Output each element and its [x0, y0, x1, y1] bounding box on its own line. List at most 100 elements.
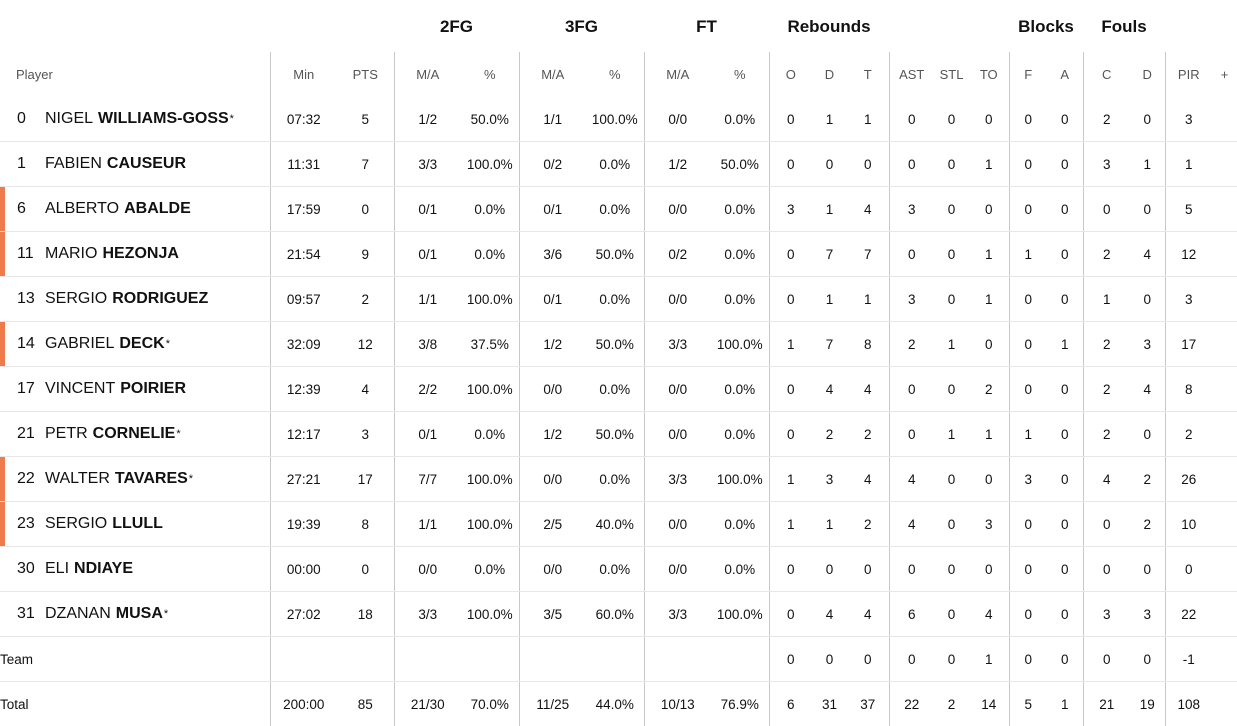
- stat-reb-o: 1: [769, 502, 812, 547]
- col-header-to[interactable]: TO: [969, 52, 1009, 97]
- stat-reb-t: 4: [847, 187, 889, 232]
- stat-foul-c: 2: [1083, 97, 1130, 142]
- stat-extra: [1212, 637, 1237, 682]
- col-header-ft-pct[interactable]: %: [711, 52, 769, 97]
- stat-2fg-ma: 0/1: [394, 187, 461, 232]
- col-header-3fg-pct[interactable]: %: [586, 52, 644, 97]
- col-header-reb-o[interactable]: O: [769, 52, 812, 97]
- starter-mark: *: [176, 428, 180, 440]
- player-last-name: NDIAYE: [74, 560, 133, 578]
- col-header-blk-a[interactable]: A: [1047, 52, 1083, 97]
- stat-ft-pct: 0.0%: [711, 367, 769, 412]
- stat-foul-c: 0: [1083, 187, 1130, 232]
- col-header-2fg-ma[interactable]: M/A: [394, 52, 461, 97]
- stat-foul-d: 19: [1130, 682, 1165, 726]
- stat-3fg-pct: 0.0%: [586, 142, 644, 187]
- stat-ast: 3: [889, 187, 934, 232]
- stat-pir: 10: [1165, 502, 1212, 547]
- stat-to: 0: [969, 322, 1009, 367]
- col-header-ast[interactable]: AST: [889, 52, 934, 97]
- col-header-3fg-ma[interactable]: M/A: [519, 52, 586, 97]
- stat-pts: 2: [337, 277, 394, 322]
- stat-2fg-pct: 100.0%: [461, 457, 519, 502]
- col-header-foul-d[interactable]: D: [1130, 52, 1165, 97]
- col-header-reb-d[interactable]: D: [812, 52, 847, 97]
- col-header-pir[interactable]: PIR: [1165, 52, 1212, 97]
- player-number: 6: [17, 200, 41, 218]
- stat-reb-t: 4: [847, 367, 889, 412]
- starter-mark: *: [189, 473, 193, 485]
- stat-reb-t: 4: [847, 592, 889, 637]
- col-header-pts[interactable]: PTS: [337, 52, 394, 97]
- stat-min: 12:17: [270, 412, 337, 457]
- group-blocks: Blocks: [1009, 0, 1083, 52]
- stat-to: 1: [969, 232, 1009, 277]
- col-header-stl[interactable]: STL: [934, 52, 969, 97]
- col-header-foul-c[interactable]: C: [1083, 52, 1130, 97]
- stat-pir: 2: [1165, 412, 1212, 457]
- col-header-ft-ma[interactable]: M/A: [644, 52, 711, 97]
- stat-2fg-pct: 50.0%: [461, 97, 519, 142]
- expand-columns-button[interactable]: +: [1212, 52, 1237, 97]
- stat-extra: [1212, 187, 1237, 232]
- col-header-blk-f[interactable]: F: [1009, 52, 1047, 97]
- stat-ft-ma: 1/2: [644, 142, 711, 187]
- col-header-min[interactable]: Min: [270, 52, 337, 97]
- stat-extra: [1212, 97, 1237, 142]
- col-header-reb-t[interactable]: T: [847, 52, 889, 97]
- col-header-2fg-pct[interactable]: %: [461, 52, 519, 97]
- stat-extra: [1212, 412, 1237, 457]
- stat-blk-f: 0: [1009, 187, 1047, 232]
- player-number: 17: [17, 380, 41, 398]
- stat-ft-pct: 0.0%: [711, 412, 769, 457]
- stat-ast: 2: [889, 322, 934, 367]
- starter-mark: *: [164, 608, 168, 620]
- stat-reb-d: 1: [812, 97, 847, 142]
- stat-foul-d: 0: [1130, 277, 1165, 322]
- stat-min: 07:32: [270, 97, 337, 142]
- col-header-player[interactable]: Player: [0, 52, 270, 97]
- stat-2fg-pct: 100.0%: [461, 592, 519, 637]
- stat-reb-d: 7: [812, 322, 847, 367]
- stat-min: [270, 637, 337, 682]
- stat-extra: [1212, 457, 1237, 502]
- stat-ft-pct: 0.0%: [711, 502, 769, 547]
